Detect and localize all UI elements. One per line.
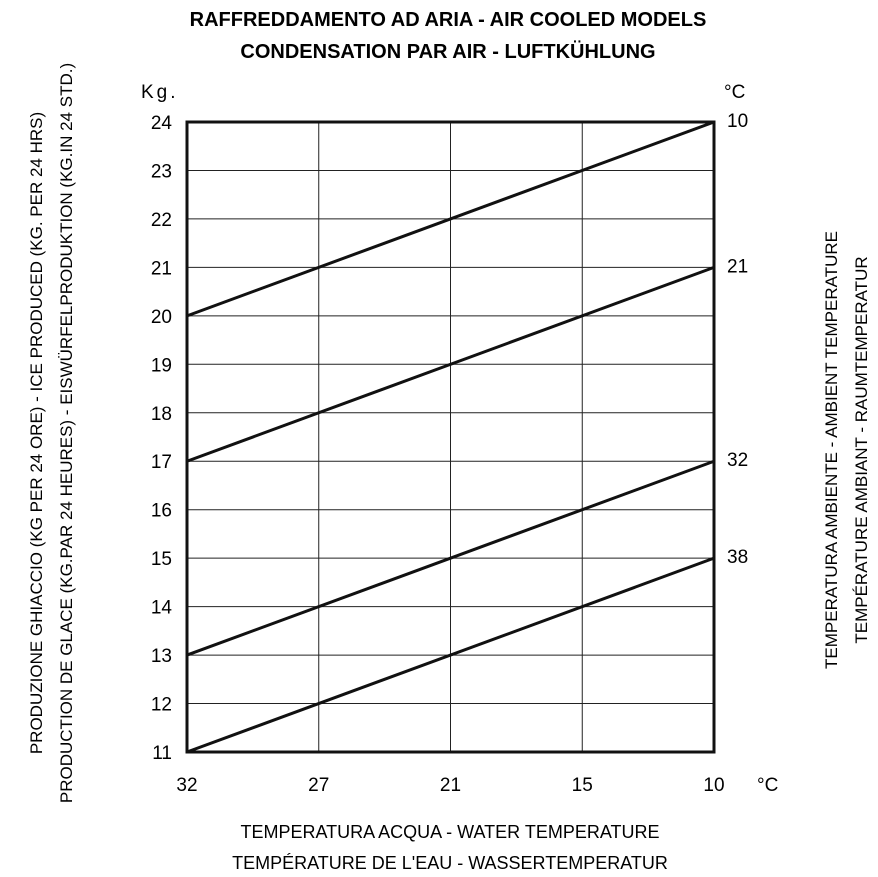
right-axis-title-line-1: TEMPERATURA AMBIENTE - AMBIENT TEMPERATU… bbox=[822, 231, 841, 669]
y-tick-label-13: 13 bbox=[151, 646, 172, 667]
y-tick-label-15: 15 bbox=[151, 549, 172, 570]
x-unit-label: °C bbox=[757, 775, 778, 796]
y-tick-label-14: 14 bbox=[151, 598, 173, 619]
x-axis-title-line-2: TEMPÉRATURE DE L'EAU - WASSERTEMPERATUR bbox=[232, 853, 668, 873]
series-labels: 10 21 32 38 bbox=[727, 111, 748, 568]
y-axis-title-line-2: PRODUCTION DE GLACE (KG.PAR 24 HEURES) -… bbox=[57, 63, 76, 803]
y-tick-label-23: 23 bbox=[151, 161, 172, 182]
series-label-10: 10 bbox=[727, 111, 748, 132]
right-unit-label: °C bbox=[724, 82, 745, 103]
x-tick-labels: 32 27 21 15 10 bbox=[176, 775, 724, 796]
series-line-21 bbox=[186, 265, 715, 463]
plot-frame bbox=[185, 120, 716, 754]
series-label-32: 32 bbox=[727, 450, 748, 471]
y-tick-label-18: 18 bbox=[151, 404, 172, 425]
y-tick-label-11: 11 bbox=[152, 743, 172, 764]
series-label-21: 21 bbox=[727, 256, 748, 277]
y-tick-label-17: 17 bbox=[151, 452, 172, 473]
chart-title-line-1: RAFFREDDAMENTO AD ARIA - AIR COOLED MODE… bbox=[190, 9, 707, 31]
chart-title-line-2: CONDENSATION PAR AIR - LUFTKÜHLUNG bbox=[240, 40, 655, 63]
y-axis-title-line-1: PRODUZIONE GHIACCIO (KG PER 24 ORE) - IC… bbox=[27, 112, 46, 754]
y-tick-label-22: 22 bbox=[151, 210, 172, 231]
series-lines bbox=[186, 120, 715, 754]
y-tick-label-16: 16 bbox=[151, 501, 172, 522]
x-tick-label-15: 15 bbox=[572, 775, 593, 796]
y-tick-label-21: 21 bbox=[151, 258, 172, 279]
y-tick-labels: 11 12 13 14 15 16 17 18 19 20 21 22 23 24 bbox=[151, 113, 173, 764]
y-tick-label-12: 12 bbox=[151, 695, 172, 716]
right-axis-title-line-2: TEMPÉRATURE AMBIANT - RAUMTEMPERATUR bbox=[852, 256, 871, 643]
x-tick-label-21: 21 bbox=[440, 775, 461, 796]
series-line-38 bbox=[186, 556, 715, 754]
series-line-32 bbox=[186, 459, 715, 657]
grid-lines bbox=[187, 121, 714, 753]
y-unit-label: Kg. bbox=[141, 82, 179, 103]
x-tick-label-10: 10 bbox=[703, 775, 724, 796]
x-axis-title-line-1: TEMPERATURA ACQUA - WATER TEMPERATURE bbox=[240, 822, 659, 842]
series-label-38: 38 bbox=[727, 547, 748, 568]
x-tick-label-32: 32 bbox=[176, 775, 197, 796]
y-tick-label-19: 19 bbox=[151, 355, 172, 376]
y-tick-label-20: 20 bbox=[151, 307, 172, 328]
x-tick-label-27: 27 bbox=[308, 775, 329, 796]
series-line-10 bbox=[186, 120, 715, 318]
y-tick-label-24: 24 bbox=[151, 113, 173, 134]
